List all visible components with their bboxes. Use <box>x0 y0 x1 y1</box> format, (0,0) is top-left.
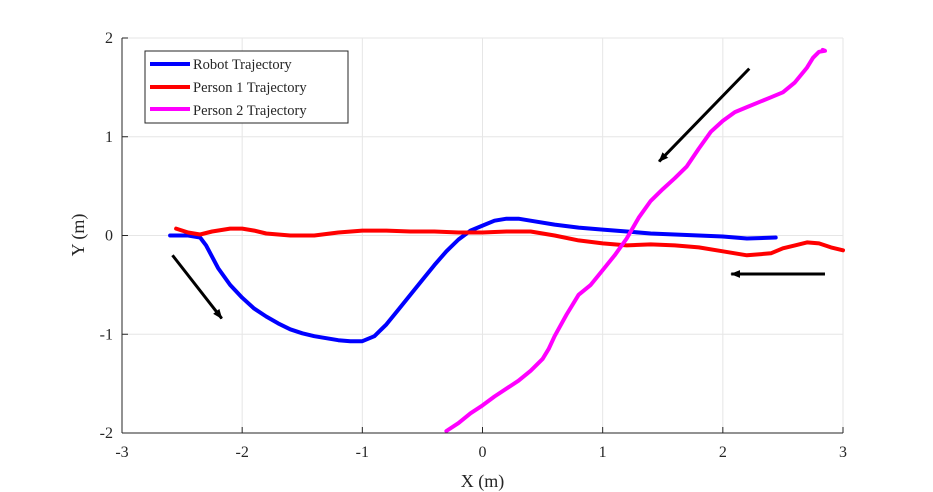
y-tick-label: 2 <box>105 30 113 47</box>
y-tick-label: -1 <box>100 326 113 343</box>
x-tick-label: -2 <box>236 444 249 461</box>
legend-label-robot: Robot Trajectory <box>193 57 292 73</box>
annotation-arrows <box>171 67 825 320</box>
axes <box>121 37 844 434</box>
legend: Robot Trajectory Person 1 Trajectory Per… <box>144 50 349 124</box>
legend-label-person1: Person 1 Trajectory <box>193 80 307 96</box>
direction-arrow <box>658 67 751 163</box>
x-tick-label: -1 <box>356 444 369 461</box>
y-tick-label: -2 <box>100 425 113 442</box>
legend-label-person2: Person 2 Trajectory <box>193 103 307 119</box>
person2-trajectory-line <box>444 47 827 433</box>
x-tick-label: 2 <box>719 444 727 461</box>
y-tick-label: 1 <box>105 129 113 146</box>
x-tick-label: -3 <box>115 444 128 461</box>
y-tick-label: 0 <box>105 228 113 245</box>
x-tick-label: 3 <box>839 444 847 461</box>
x-tick-label: 1 <box>599 444 607 461</box>
direction-arrow <box>171 254 223 320</box>
x-tick-label: 0 <box>479 444 487 461</box>
person1-trajectory-line <box>174 226 845 258</box>
robot-trajectory-line <box>168 216 778 344</box>
y-axis-label: Y (m) <box>68 214 89 257</box>
x-axis-label: X (m) <box>461 471 505 492</box>
series-layer <box>168 47 845 433</box>
